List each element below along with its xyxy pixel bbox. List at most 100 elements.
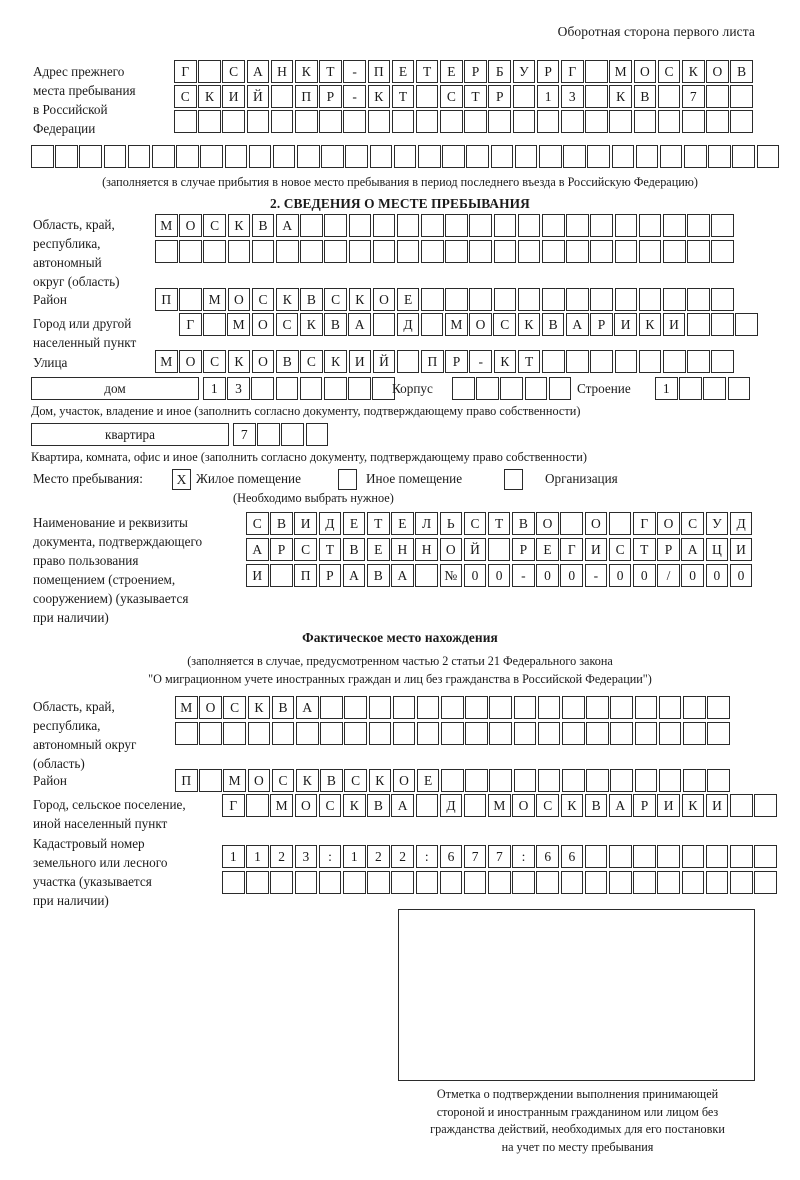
cadastral-cell-21[interactable] [705,871,729,894]
prev-address-cell-7[interactable] [176,145,199,168]
cadastral-cell-15[interactable] [560,871,584,894]
cadastral-cell-12[interactable]: 7 [488,845,511,868]
prev-address-cell-16[interactable]: Р [536,60,560,83]
prev-address-cell-12[interactable]: Е [440,60,463,83]
document-cell-2[interactable]: В [270,512,293,535]
document-cell-7[interactable]: Н [391,538,414,561]
actual-region-cell-12[interactable] [441,696,464,719]
section2-district-cell-5[interactable]: С [251,288,275,311]
cadastral-cell-17[interactable] [609,871,632,894]
section2-city-cell-12[interactable]: М [445,313,468,336]
house-cell-6[interactable] [323,377,347,400]
prev-address-cell-3[interactable]: С [222,60,245,83]
document-cell-21[interactable]: Д [729,512,753,535]
cadastral-cell-9[interactable]: : [415,845,439,868]
prev-address-cell-22[interactable] [538,145,562,168]
prev-address-cell-11[interactable] [415,85,439,108]
actual-city-cell-14[interactable]: С [536,794,560,817]
cadastral-cell-7[interactable]: 2 [367,845,390,868]
document-cell-19[interactable]: 0 [681,564,704,587]
section2-street-cell-9[interactable]: И [348,350,372,373]
cadastral-cell-22[interactable] [729,871,753,894]
section2-city-cell-1[interactable]: Г [179,313,202,336]
section2-region-cell-18[interactable] [566,214,589,237]
section2-region-cell-9[interactable] [348,214,372,237]
section2-region-cell-6[interactable]: А [275,214,299,237]
actual-region-cell-14[interactable] [489,696,513,719]
section2-city-cell-4[interactable]: О [251,313,275,336]
actual-region-cell-19[interactable] [610,722,633,745]
document-cell-19[interactable]: А [681,538,704,561]
actual-district-cell-18[interactable] [586,769,609,792]
actual-district-cell-14[interactable] [489,769,513,792]
section2-city-cell-3[interactable]: М [227,313,250,336]
prev-address-cell-1[interactable]: С [174,85,197,108]
stroenie-cells[interactable]: 1 [655,377,752,400]
document-cell-16[interactable]: 0 [608,564,632,587]
document-cell-17[interactable]: Г [633,512,656,535]
section2-district-cell-6[interactable]: К [275,288,299,311]
actual-district-cell-16[interactable] [537,769,561,792]
prev-address-cell-14[interactable]: Б [488,60,512,83]
house-cell-1[interactable]: 1 [203,377,226,400]
cadastral-row-2[interactable] [222,871,778,894]
section2-district-cell-11[interactable]: Е [396,288,420,311]
section2-region-cell-21[interactable] [638,214,662,237]
section2-district-cell-24[interactable] [711,288,734,311]
section2-region-cell-20[interactable] [614,214,638,237]
section2-region-cell-22[interactable] [662,240,686,263]
prev-address-cell-20[interactable] [633,110,657,133]
document-cell-5[interactable]: Е [342,512,366,535]
section2-region-cell-11[interactable] [396,240,420,263]
cadastral-cell-16[interactable] [584,845,608,868]
prev-address-cell-20[interactable] [490,145,514,168]
document-cell-7[interactable]: А [391,564,414,587]
prev-address-cell-5[interactable] [270,110,294,133]
document-cell-20[interactable]: Ц [705,538,729,561]
document-cell-14[interactable]: Г [560,538,584,561]
section2-city-cell-15[interactable]: К [517,313,541,336]
document-cell-13[interactable]: О [536,512,559,535]
prev-address-cell-15[interactable] [512,85,536,108]
actual-city-cell-12[interactable]: М [488,794,511,817]
prev-address-cell-8[interactable]: - [343,60,366,83]
prev-address-cell-18[interactable] [585,85,608,108]
section2-region-cell-23[interactable] [687,214,710,237]
actual-region-cell-17[interactable] [562,722,585,745]
document-cell-12[interactable]: - [512,564,535,587]
document-cell-10[interactable]: Й [463,538,487,561]
prev-address-cell-10[interactable] [248,145,272,168]
section2-street-cell-10[interactable]: Й [372,350,396,373]
prev-address-cell-28[interactable] [684,145,707,168]
section2-street-cell-1[interactable]: М [155,350,178,373]
actual-region-cell-7[interactable] [320,722,343,745]
document-cell-4[interactable]: Т [318,538,342,561]
cadastral-cell-15[interactable]: 6 [560,845,584,868]
actual-region-cell-21[interactable] [658,722,682,745]
section2-district-cell-16[interactable] [517,288,541,311]
stay-type-checkbox-3[interactable] [504,469,523,490]
actual-district-cell-15[interactable] [513,769,537,792]
document-cell-18[interactable]: О [657,512,680,535]
section2-street-cell-6[interactable]: В [275,350,299,373]
section2-region-cell-9[interactable] [348,240,372,263]
actual-region-cell-22[interactable] [682,696,706,719]
prev-address-cell-14[interactable] [488,110,512,133]
prev-address-cell-8[interactable] [200,145,223,168]
cadastral-cell-6[interactable]: 1 [342,845,366,868]
document-cell-9[interactable]: О [439,538,463,561]
section2-street-cell-5[interactable]: О [251,350,275,373]
actual-district-cell-2[interactable] [199,769,222,792]
section2-region-cell-15[interactable] [493,240,517,263]
prev-address-cell-23[interactable]: О [706,60,729,83]
cadastral-cell-5[interactable]: : [318,845,342,868]
actual-region-cell-14[interactable] [489,722,513,745]
actual-region-cell-18[interactable] [586,722,609,745]
prev-address-cell-15[interactable]: У [512,60,536,83]
prev-address-cell-19[interactable]: К [609,85,632,108]
section2-city-cell-11[interactable] [420,313,444,336]
